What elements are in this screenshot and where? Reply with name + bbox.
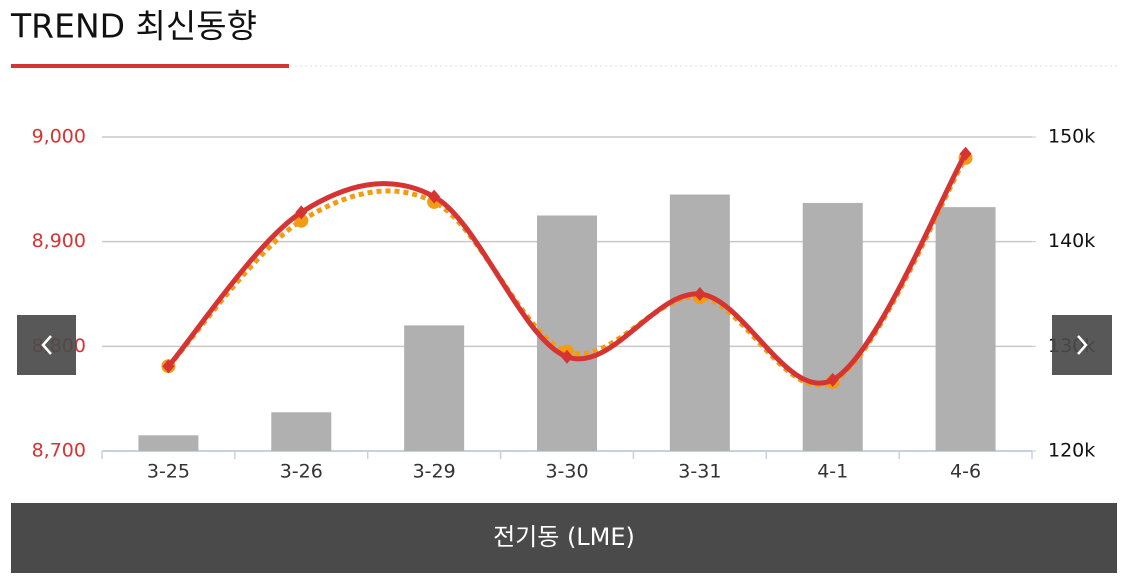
bar [271, 412, 332, 451]
bar [802, 202, 863, 451]
point [162, 359, 175, 374]
point [959, 146, 972, 161]
next-button-bg[interactable] [1052, 315, 1112, 375]
footer-label: 전기동 (LME) [493, 523, 635, 551]
y-tick-label: 8,900 [32, 230, 86, 252]
point [561, 349, 573, 364]
x-tick-label: 3-31 [678, 461, 721, 483]
x-tick-label: 3-29 [413, 461, 456, 483]
plot: 8,7008,8008,9009,000120k130k140k150k3-25… [32, 126, 1096, 483]
x-tick-label: 3-26 [280, 461, 323, 483]
prev-icon[interactable] [41, 335, 52, 355]
bar [935, 207, 996, 451]
prev-button[interactable] [17, 315, 76, 375]
bar [404, 325, 465, 451]
point [693, 287, 706, 301]
y2-tick-label: 150k [1048, 126, 1095, 148]
y-tick-label: 9,000 [32, 126, 86, 148]
next-icon[interactable] [1077, 335, 1088, 355]
y2-tick-label: 120k [1048, 440, 1095, 462]
footer-bar [11, 503, 1117, 573]
y-tick-label: 8,700 [32, 440, 86, 462]
x-tick-label: 3-25 [147, 461, 190, 483]
bar [669, 194, 730, 452]
point [428, 189, 441, 204]
next-button[interactable] [1052, 315, 1112, 375]
chart-title: TREND 최신동향 [10, 7, 257, 46]
point [295, 205, 308, 220]
x-tick-label: 3-30 [545, 461, 588, 483]
point [826, 372, 839, 387]
bar [537, 215, 597, 451]
title-underline [11, 64, 289, 68]
x-tick-label: 4-6 [950, 461, 981, 483]
bar [138, 435, 199, 451]
y2-tick-label: 140k [1048, 230, 1095, 252]
x-tick-label: 4-1 [817, 461, 848, 483]
prev-button-bg[interactable] [17, 315, 76, 375]
